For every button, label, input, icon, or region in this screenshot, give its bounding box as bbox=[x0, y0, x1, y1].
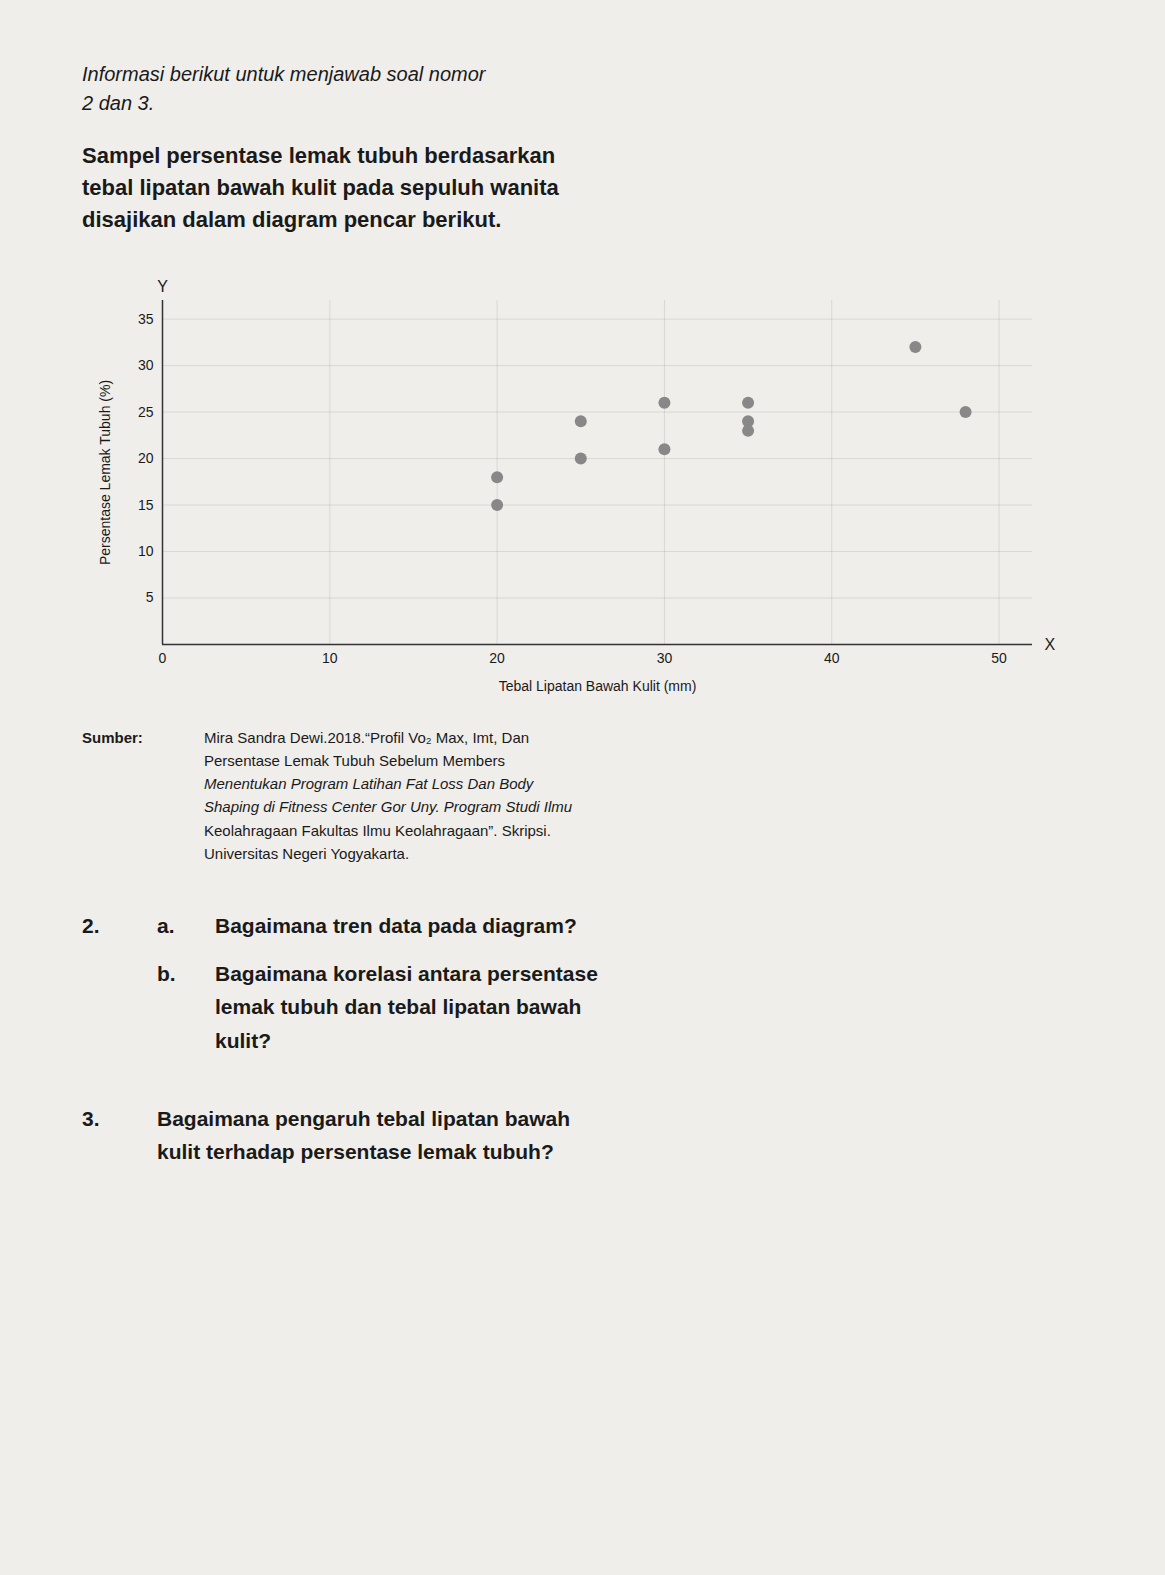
html-text:a.: a. bbox=[157, 914, 175, 938]
html-text:Bagaimana tren data pada diagr: Bagaimana tren data pada diagram? bbox=[215, 914, 577, 938]
svg-text:10: 10 bbox=[322, 650, 338, 666]
html-text:Persentase Lemak Tubuh Sebelum: Persentase Lemak Tubuh Sebelum Members bbox=[204, 751, 505, 769]
html-text:Menentukan Program Latihan Fat: Menentukan Program Latihan Fat Loss Dan … bbox=[204, 775, 534, 793]
html-text:lemak tubuh dan tebal lipatan: lemak tubuh dan tebal lipatan bawah bbox=[215, 995, 582, 1019]
svg-text:Tebal Lipatan Bawah Kulit (mm): Tebal Lipatan Bawah Kulit (mm) bbox=[499, 677, 697, 693]
svg-text:Y: Y bbox=[157, 277, 168, 294]
html-text:Bagaimana pengaruh tebal lipat: Bagaimana pengaruh tebal lipatan bawah bbox=[157, 1106, 571, 1130]
html-text:Shaping di Fitness Center Gor: Shaping di Fitness Center Gor Uny. Progr… bbox=[204, 798, 573, 816]
html-text:Bagaimana korelasi antara pers: Bagaimana korelasi antara persentase bbox=[215, 961, 598, 985]
svg-text:Persentase Lemak Tubuh (%): Persentase Lemak Tubuh (%) bbox=[97, 380, 113, 565]
svg-text:5: 5 bbox=[146, 589, 154, 605]
html-text:Universitas Negeri Yogyakarta.: Universitas Negeri Yogyakarta. bbox=[204, 844, 410, 862]
html-text:Sampel persentase lemak tubuh: Sampel persentase lemak tubuh berdasarka… bbox=[82, 143, 556, 168]
html-text:kulit terhadap persentase lema: kulit terhadap persentase lemak tubuh? bbox=[157, 1140, 554, 1164]
svg-text:10: 10 bbox=[138, 543, 154, 559]
html-text:b.: b. bbox=[157, 961, 176, 985]
svg-text:15: 15 bbox=[138, 496, 154, 512]
html-text:3.: 3. bbox=[82, 1106, 100, 1130]
html-text:disajikan dalam diagram pencar: disajikan dalam diagram pencar berikut. bbox=[82, 206, 502, 232]
html-text:tebal lipatan bawah kulit pada: tebal lipatan bawah kulit pada sepuluh w… bbox=[82, 174, 559, 200]
html-text:Sumber:: Sumber: bbox=[82, 728, 143, 746]
svg-text:25: 25 bbox=[138, 403, 154, 419]
html-text:Keolahragaan Fakultas Ilmu Keo: Keolahragaan Fakultas Ilmu Keolahragaan”… bbox=[204, 821, 551, 839]
svg-text:X: X bbox=[1045, 635, 1056, 652]
html-text:Mira Sandra Dewi.2018.“Profil: Mira Sandra Dewi.2018.“Profil Vo₂ Max, I… bbox=[204, 728, 530, 746]
html-text:Informasi berikut untuk menjaw: Informasi berikut untuk menjawab soal no… bbox=[82, 63, 486, 85]
svg-text:20: 20 bbox=[489, 650, 505, 666]
svg-text:35: 35 bbox=[138, 310, 154, 326]
svg-text:50: 50 bbox=[991, 650, 1007, 666]
svg-text:0: 0 bbox=[159, 650, 167, 666]
svg-text:30: 30 bbox=[138, 357, 154, 373]
svg-text:40: 40 bbox=[824, 650, 840, 666]
html-text:kulit?: kulit? bbox=[215, 1029, 271, 1052]
svg-text:20: 20 bbox=[138, 450, 154, 466]
html-text:2 dan 3.: 2 dan 3. bbox=[82, 92, 155, 114]
html-text:2.: 2. bbox=[82, 914, 100, 938]
svg-text:30: 30 bbox=[657, 650, 673, 666]
